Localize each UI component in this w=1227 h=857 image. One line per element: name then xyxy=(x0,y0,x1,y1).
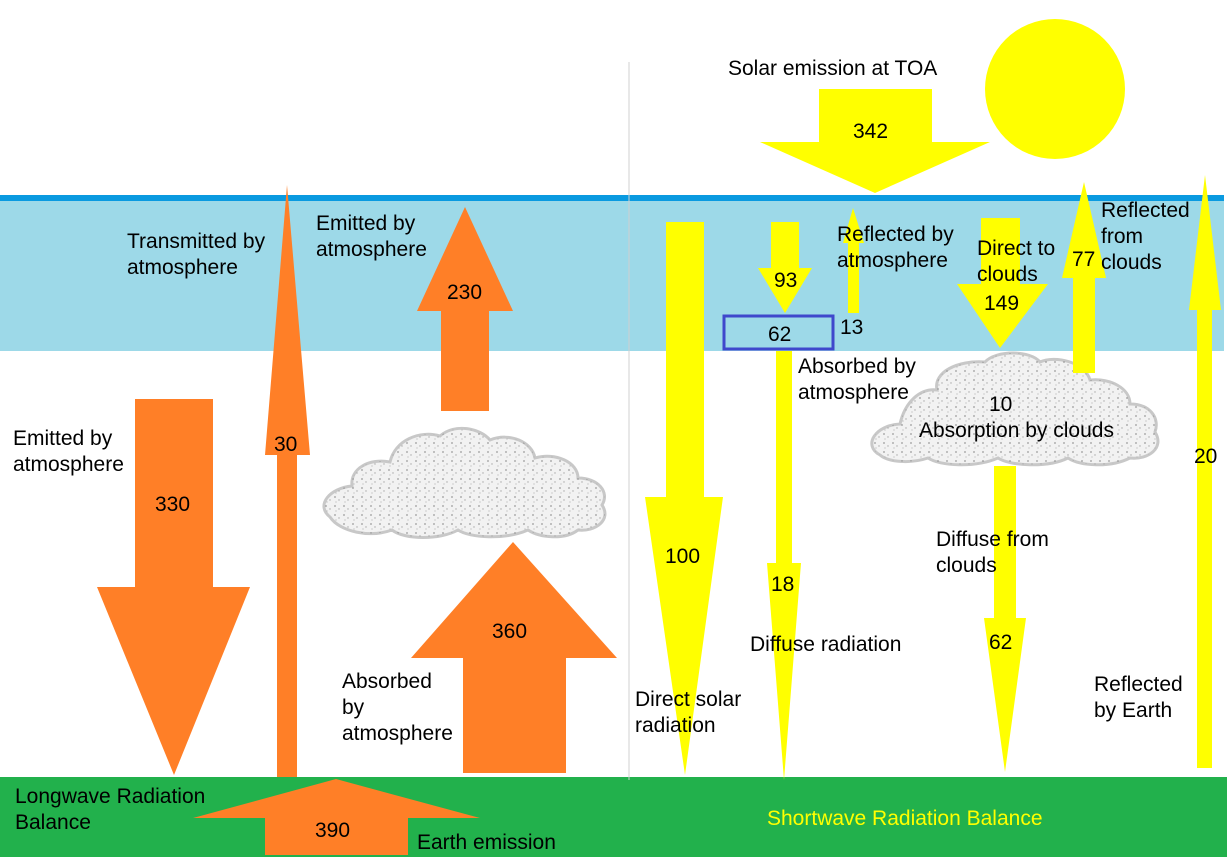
longwave-title-line2: Balance xyxy=(15,811,91,834)
arrow-reflected-clouds xyxy=(1062,182,1106,373)
emitted-up-value: 230 xyxy=(447,281,482,304)
diffuse-radiation-label: Diffuse radiation xyxy=(750,633,901,656)
reflected-clouds-label-line1: Reflected xyxy=(1101,199,1190,222)
arrow-transmitted-up xyxy=(265,185,310,777)
reflected-earth-value: 20 xyxy=(1194,445,1217,468)
absorbed-atm-label-line2: atmosphere xyxy=(798,381,909,404)
reflected-clouds-label-line3: clouds xyxy=(1101,251,1162,274)
reflected-clouds-label-line2: from xyxy=(1101,225,1143,248)
direct-solar-value: 100 xyxy=(665,545,700,568)
reflected-clouds-value: 77 xyxy=(1072,248,1095,271)
direct-solar-label-line1: Direct solar xyxy=(635,688,741,711)
longwave-arrows xyxy=(97,185,617,855)
arrow-emitted-up xyxy=(417,207,513,411)
absorbed-atm-value: 62 xyxy=(768,323,791,346)
diffuse-radiation-value: 18 xyxy=(771,573,794,596)
diffuse-in-value: 93 xyxy=(774,269,797,292)
earth-emission-value: 390 xyxy=(315,819,350,842)
longwave-title-line1: Longwave Radiation xyxy=(15,785,205,808)
arrow-solar-toa xyxy=(760,89,990,193)
arrow-absorbed-up xyxy=(411,542,617,773)
reflected-atm-label-line1: Reflected by xyxy=(837,223,954,246)
arrow-earth-emission xyxy=(193,779,480,855)
absorbed-label-line2: by xyxy=(342,696,365,719)
absorption-clouds-value: 10 xyxy=(989,393,1012,416)
diffuse-clouds-value: 62 xyxy=(989,631,1012,654)
cloud-texture-shortwave xyxy=(871,353,1158,465)
absorbed-atmosphere-box xyxy=(722,314,835,351)
direct-clouds-label-line1: Direct to xyxy=(977,237,1055,260)
cloud-texture-longwave xyxy=(323,428,605,538)
reflected-atm-label-line2: atmosphere xyxy=(837,249,948,272)
diffuse-clouds-label-line2: clouds xyxy=(936,554,997,577)
absorbed-label-line1: Absorbed xyxy=(342,670,432,693)
earth-emission-label: Earth emission xyxy=(417,831,556,854)
transmitted-label-line1: Transmitted by xyxy=(127,230,266,253)
shortwave-arrows xyxy=(645,89,1221,780)
direct-solar-label-line2: radiation xyxy=(635,714,716,737)
sun-icon xyxy=(985,19,1125,159)
reflected-atm-value: 13 xyxy=(840,316,863,339)
emitted-up-label-line2: atmosphere xyxy=(316,238,427,261)
diffuse-clouds-label-line1: Diffuse from xyxy=(936,528,1049,551)
transmitted-label-line2: atmosphere xyxy=(127,256,238,279)
toa-line xyxy=(0,195,1224,201)
reflected-earth-label-line2: by Earth xyxy=(1094,699,1172,722)
direct-clouds-label-line2: clouds xyxy=(977,263,1038,286)
arrow-emitted-down xyxy=(97,399,250,775)
transmitted-value: 30 xyxy=(274,433,297,456)
arrow-reflected-atm xyxy=(843,208,864,313)
toa-value: 342 xyxy=(853,120,888,143)
emitted-down-value: 330 xyxy=(155,493,190,516)
arrow-diffuse-in xyxy=(758,222,812,313)
shortwave-title: Shortwave Radiation Balance xyxy=(767,807,1043,830)
arrow-direct-clouds xyxy=(957,218,1048,348)
emitted-down-label-line1: Emitted by xyxy=(13,427,113,450)
arrow-diffuse-clouds xyxy=(984,466,1026,772)
direct-clouds-value: 149 xyxy=(984,292,1019,315)
emitted-down-label-line2: atmosphere xyxy=(13,453,124,476)
arrow-direct-solar xyxy=(645,222,723,775)
reflected-earth-label-line1: Reflected xyxy=(1094,673,1183,696)
absorbed-label-line3: atmosphere xyxy=(342,722,453,745)
absorbed-atm-label-line1: Absorbed by xyxy=(798,355,916,378)
arrow-reflected-earth xyxy=(1189,175,1221,768)
absorption-clouds-label: Absorption by clouds xyxy=(919,419,1114,442)
emitted-up-label-line1: Emitted by xyxy=(316,212,416,235)
absorbed-value: 360 xyxy=(492,620,527,643)
arrow-diffuse-radiation xyxy=(767,351,801,780)
toa-label: Solar emission at TOA xyxy=(728,57,937,80)
